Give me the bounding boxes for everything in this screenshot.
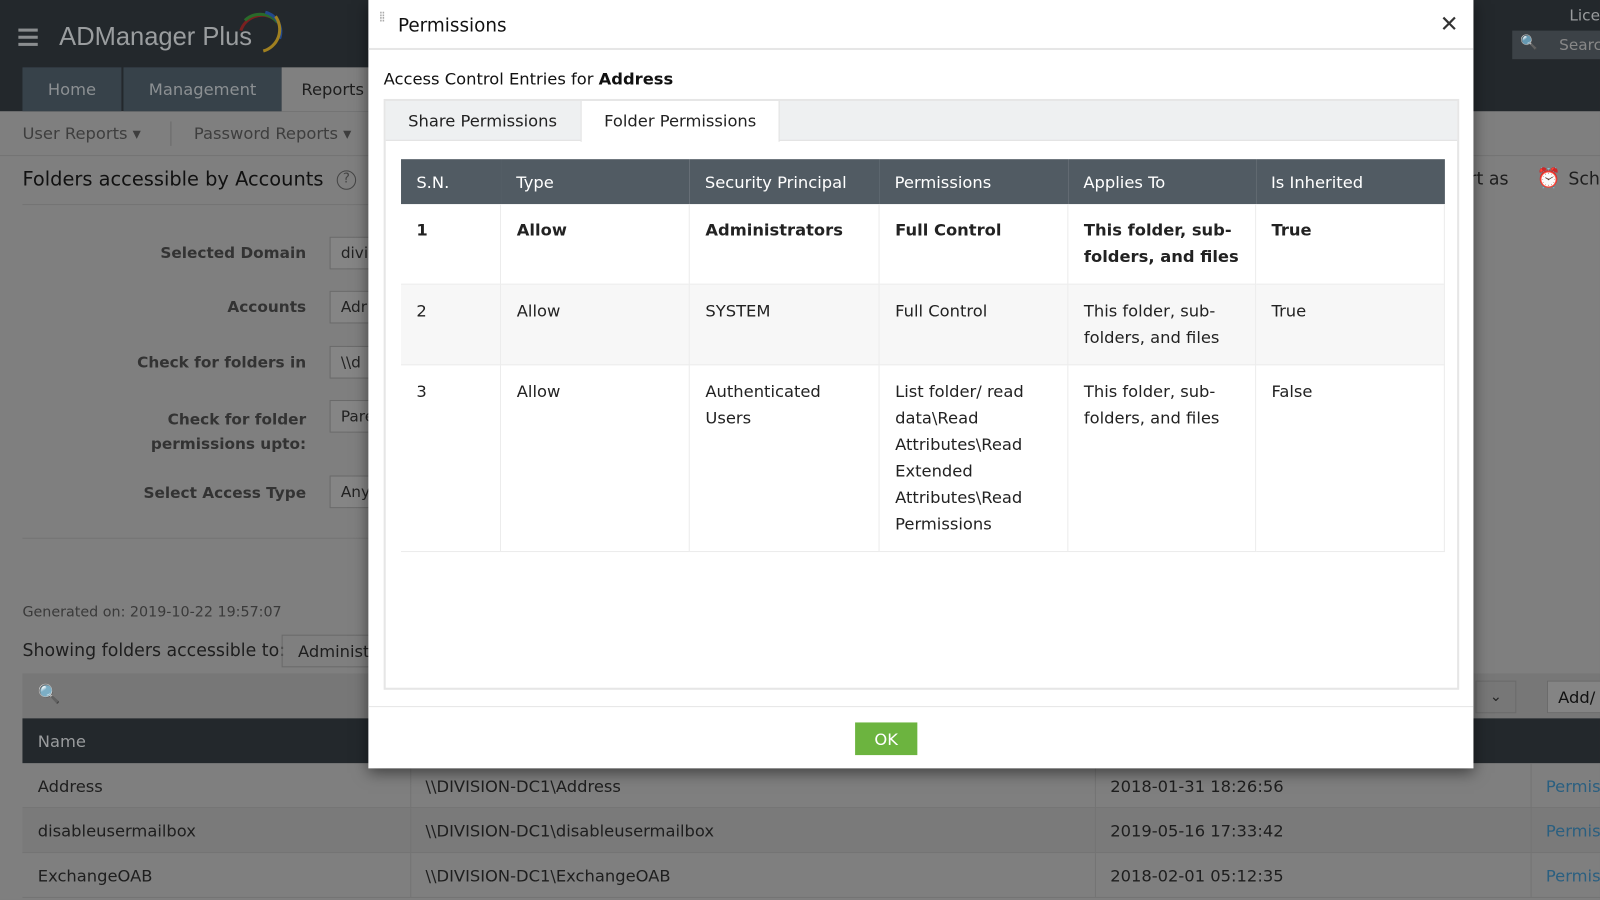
table-cell: Authenticated Users bbox=[689, 364, 880, 553]
tab-home[interactable]: Home bbox=[22, 67, 122, 112]
column-header: Applies To bbox=[1068, 159, 1256, 205]
divider bbox=[1094, 763, 1096, 809]
schedule-button[interactable]: Sch bbox=[1568, 169, 1600, 190]
form-label: Accounts bbox=[227, 297, 307, 317]
tab-reports[interactable]: Reports bbox=[281, 67, 384, 112]
permissions-link[interactable]: Permis bbox=[1545, 776, 1600, 796]
modified-date: 2018-01-31 18:26:56 bbox=[1110, 776, 1284, 796]
table-row: 2 Allow SYSTEM Full Control This folder, sub… bbox=[401, 284, 1445, 366]
column-header: S.N. bbox=[401, 159, 501, 205]
folder-name: ExchangeOAB bbox=[37, 866, 153, 886]
form-label: Check for folder permissions upto: bbox=[150, 410, 307, 454]
permissions-dialog: ⁞⁞ Permissions ✕ Access Control Entries … bbox=[368, 0, 1474, 769]
divider bbox=[170, 121, 172, 146]
logo-arc-icon bbox=[239, 10, 283, 53]
divider bbox=[22, 204, 370, 206]
table-cell: False bbox=[1255, 364, 1445, 553]
column-header: Permissions bbox=[879, 159, 1069, 205]
table-cell: 2 bbox=[401, 284, 502, 366]
license-link[interactable]: Lice bbox=[1569, 6, 1600, 25]
table-cell: Administrators bbox=[689, 204, 880, 285]
modified-date: 2019-05-16 17:33:42 bbox=[1110, 821, 1284, 841]
app-logo: ADManager Plus bbox=[59, 22, 253, 52]
table-cell: SYSTEM bbox=[689, 284, 880, 366]
table-cell: 3 bbox=[401, 364, 502, 553]
table-cell: Allow bbox=[500, 364, 691, 553]
showing-label: Showing folders accessible to: bbox=[22, 640, 286, 662]
folder-name: disableusermailbox bbox=[37, 821, 196, 841]
user-reports-menu[interactable]: User Reports ▾ bbox=[22, 123, 141, 143]
generated-on: Generated on: 2019-10-22 19:57:07 bbox=[22, 604, 282, 621]
drag-handle-icon[interactable]: ⁞⁞ bbox=[378, 9, 386, 26]
table-cell: This folder, sub-folders, and files bbox=[1068, 364, 1257, 553]
tab-folder-permissions[interactable]: Folder Permissions bbox=[580, 101, 780, 142]
divider bbox=[1094, 808, 1096, 854]
table-cell: Full Control bbox=[879, 284, 1069, 366]
search-input[interactable]: Search bbox=[1559, 35, 1600, 55]
dialog-title-bar[interactable]: ⁞⁞ Permissions ✕ bbox=[368, 0, 1474, 50]
tab-share-permissions[interactable]: Share Permissions bbox=[408, 111, 558, 131]
password-reports-menu[interactable]: Password Reports ▾ bbox=[193, 123, 352, 143]
dialog-subtitle: Access Control Entries for Address bbox=[383, 69, 674, 89]
form-label: Check for folders in bbox=[137, 353, 307, 372]
folder-path: \\DIVISION-DC1\Address bbox=[425, 776, 621, 796]
divider bbox=[410, 763, 412, 809]
table-cell: Allow bbox=[500, 204, 691, 285]
export-button[interactable]: rt as bbox=[1469, 169, 1509, 190]
folder-path: \\DIVISION-DC1\disableusermailbox bbox=[425, 821, 715, 841]
table-row: Address \\DIVISION-DC1\Address 2018-01-31 … bbox=[22, 763, 1600, 809]
divider bbox=[22, 537, 370, 539]
permissions-link[interactable]: Permis bbox=[1545, 821, 1600, 841]
divider bbox=[1530, 808, 1532, 854]
column-header: Type bbox=[500, 159, 690, 205]
search-icon: 🔍 bbox=[1520, 34, 1539, 52]
search-filter-icon[interactable]: 🔍 bbox=[37, 683, 61, 706]
divider bbox=[410, 853, 412, 898]
table-cell: True bbox=[1255, 284, 1445, 366]
divider bbox=[1094, 853, 1096, 898]
page-title: Folders accessible by Accounts bbox=[22, 168, 324, 191]
divider bbox=[368, 706, 1474, 708]
form-label: Select Access Type bbox=[143, 483, 307, 503]
help-icon[interactable]: ? bbox=[336, 170, 357, 190]
table-cell: Allow bbox=[500, 284, 691, 366]
column-header: Security Principal bbox=[689, 159, 880, 205]
menu-icon[interactable] bbox=[18, 28, 38, 46]
table-row: ExchangeOAB \\DIVISION-DC1\ExchangeOAB 201… bbox=[22, 853, 1600, 898]
dialog-title: Permissions bbox=[397, 15, 507, 37]
tab-management[interactable]: Management bbox=[123, 67, 282, 112]
ok-button[interactable]: OK bbox=[855, 722, 918, 756]
divider bbox=[1530, 853, 1532, 898]
close-icon[interactable]: ✕ bbox=[1439, 12, 1459, 38]
tab-bar bbox=[385, 101, 1458, 141]
permissions-table: S.N. Type Security Principal Permissions App… bbox=[401, 159, 1445, 553]
table-row: disableusermailbox \\DIVISION-DC1\disable… bbox=[22, 808, 1600, 854]
folder-name: Address bbox=[37, 776, 103, 796]
add-remove-columns-button[interactable]: Add/ bbox=[1546, 680, 1600, 714]
divider bbox=[410, 808, 412, 854]
table-cell: This folder, sub-folders, and files bbox=[1068, 204, 1257, 285]
table-cell: True bbox=[1255, 204, 1445, 285]
form-label: Selected Domain bbox=[160, 243, 307, 263]
global-search[interactable]: 🔍 Search bbox=[1512, 30, 1600, 60]
permission-tabs: Share Permissions Folder Permissions S.N… bbox=[383, 98, 1460, 690]
alarm-clock-icon: ⏰ bbox=[1536, 167, 1561, 190]
divider bbox=[1530, 763, 1532, 809]
chevron-down-icon[interactable]: ⌄ bbox=[1475, 680, 1517, 714]
column-header-name: Name bbox=[37, 731, 86, 752]
table-cell: This folder, sub-folders, and files bbox=[1068, 284, 1257, 366]
table-row: 3 Allow Authenticated Users List folder/ re… bbox=[401, 364, 1445, 553]
table-cell: List folder/ read data\Read Attributes\R… bbox=[879, 364, 1069, 553]
permissions-link[interactable]: Permis bbox=[1545, 866, 1600, 886]
table-cell: 1 bbox=[401, 204, 502, 285]
column-header: Is Inherited bbox=[1255, 159, 1445, 205]
table-cell: Full Control bbox=[879, 204, 1069, 285]
table-row: 1 Allow Administrators Full Control This fol… bbox=[401, 204, 1445, 285]
modified-date: 2018-02-01 05:12:35 bbox=[1110, 866, 1284, 886]
folder-path: \\DIVISION-DC1\ExchangeOAB bbox=[425, 866, 671, 886]
